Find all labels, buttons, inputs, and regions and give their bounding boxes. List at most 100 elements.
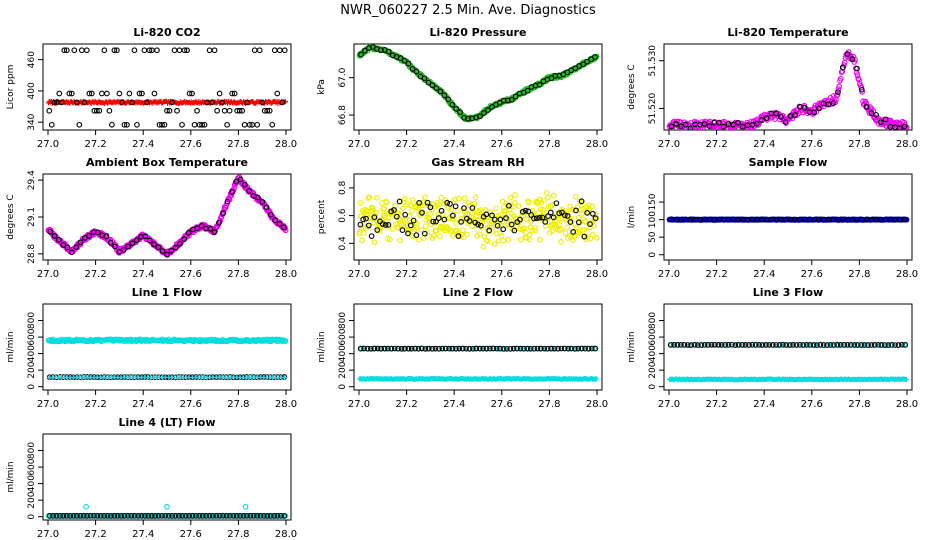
page-title: NWR_060227 2.5 Min. Ave. Diagnostics xyxy=(340,3,596,18)
data-point xyxy=(56,90,63,97)
data-point xyxy=(553,200,560,207)
x-tick-label: 27.8 xyxy=(227,529,249,540)
data-point xyxy=(885,342,892,348)
chart-line4: Line 4 (LT) Flow 27.0 27.2 27.4 27.6 27.8 28.0… xyxy=(6,416,297,540)
data-point xyxy=(531,215,537,222)
data-point xyxy=(272,217,279,223)
data-point xyxy=(511,200,518,206)
data-point xyxy=(409,66,416,72)
data-point xyxy=(868,342,875,348)
data-point xyxy=(280,224,287,231)
data-point xyxy=(558,345,565,352)
x-tick-label: 27.0 xyxy=(37,139,59,150)
data-point xyxy=(461,208,467,214)
data-point xyxy=(425,79,432,86)
data-point xyxy=(387,236,393,243)
data-point xyxy=(279,99,286,106)
chart-title: Li-820 Temperature xyxy=(727,26,848,39)
data-point xyxy=(495,238,502,244)
data-point xyxy=(239,107,246,114)
data-point xyxy=(536,82,543,88)
x-tick-label: 27.4 xyxy=(132,399,154,410)
data-point xyxy=(850,53,857,60)
data-point xyxy=(514,345,520,352)
data-point xyxy=(263,204,270,211)
data-points xyxy=(666,216,910,223)
data-point xyxy=(172,244,179,251)
data-point xyxy=(458,218,465,225)
data-point xyxy=(206,512,213,519)
data-point xyxy=(415,345,422,352)
data-point xyxy=(101,47,108,54)
data-point xyxy=(219,99,225,106)
data-point xyxy=(73,99,80,106)
data-point xyxy=(120,247,127,253)
data-point xyxy=(397,237,403,244)
data-point xyxy=(182,513,189,519)
data-point xyxy=(487,345,493,352)
data-point xyxy=(362,47,368,54)
data-point xyxy=(476,345,483,352)
series-black-high xyxy=(667,341,909,348)
data-point xyxy=(148,513,155,519)
data-point xyxy=(561,345,568,352)
data-point xyxy=(55,236,62,243)
data-point xyxy=(176,47,183,54)
data-point xyxy=(114,47,120,54)
data-point xyxy=(357,221,364,228)
data-point xyxy=(442,345,449,352)
data-point xyxy=(882,342,888,348)
data-point xyxy=(858,86,865,93)
x-tick-label: 27.2 xyxy=(84,399,106,410)
data-point xyxy=(549,228,555,235)
x-tick-label: 27.2 xyxy=(705,399,727,410)
data-point xyxy=(385,48,392,55)
y-axis-label: degrees C xyxy=(627,64,637,109)
data-point xyxy=(466,218,473,224)
data-point xyxy=(500,97,507,104)
data-point xyxy=(129,240,136,247)
data-point xyxy=(548,75,555,81)
data-point xyxy=(541,197,547,204)
data-point xyxy=(565,345,571,352)
data-point xyxy=(81,235,88,241)
data-point xyxy=(385,345,391,352)
data-point xyxy=(780,341,786,348)
data-point xyxy=(903,216,910,223)
data-points xyxy=(356,190,600,250)
data-point xyxy=(836,83,843,90)
data-point xyxy=(455,208,461,214)
chart-pressure: Li-820 Pressure 27.0 27.2 27.4 27.6 27.8 28.0 6… xyxy=(317,26,608,150)
data-point xyxy=(585,345,592,352)
data-point xyxy=(792,112,798,118)
data-point xyxy=(537,236,543,243)
data-point xyxy=(813,109,820,115)
x-tick-label: 27.2 xyxy=(705,139,727,150)
y-tick-label: 29.1 xyxy=(27,207,37,227)
data-point xyxy=(94,512,101,519)
data-point xyxy=(398,345,405,352)
data-point xyxy=(81,99,88,106)
x-tick-label: 27.8 xyxy=(538,139,560,150)
data-point xyxy=(671,342,677,348)
data-point xyxy=(373,209,380,216)
data-point xyxy=(435,211,442,218)
data-point xyxy=(830,100,837,106)
data-point xyxy=(247,512,254,519)
data-point xyxy=(379,221,386,227)
data-point xyxy=(718,342,725,348)
data-point xyxy=(698,342,705,348)
data-point xyxy=(526,236,533,243)
data-point xyxy=(457,109,464,115)
data-point xyxy=(266,107,273,114)
data-point xyxy=(382,222,389,228)
data-point xyxy=(159,248,166,254)
data-point xyxy=(279,338,286,344)
data-point xyxy=(552,72,559,79)
series-sparse xyxy=(46,47,288,128)
data-point xyxy=(739,123,746,130)
data-point xyxy=(51,99,58,106)
series-sparse xyxy=(357,198,599,240)
data-point xyxy=(766,342,773,348)
data-point xyxy=(834,91,841,98)
